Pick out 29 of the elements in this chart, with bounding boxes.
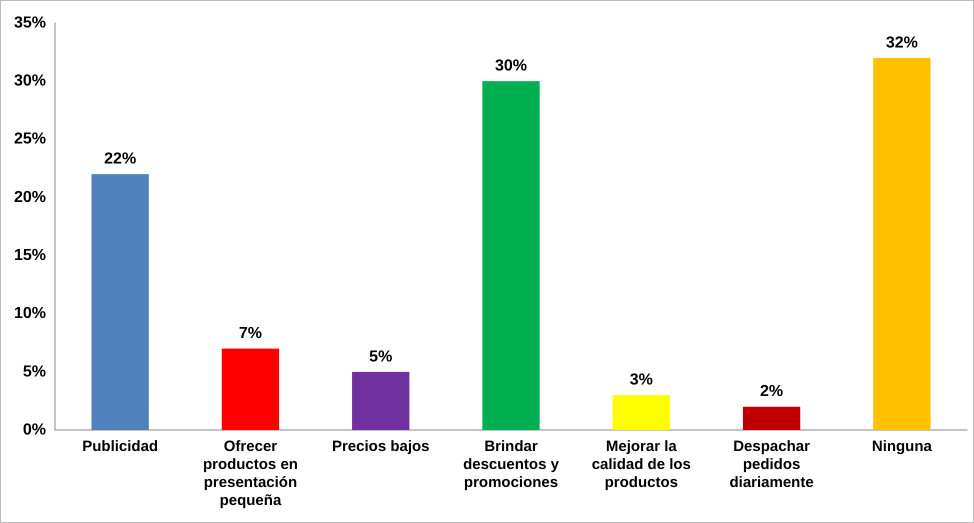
x-tick-label: Ninguna xyxy=(872,438,933,456)
bar xyxy=(482,81,540,430)
x-tick-label: Despachar pedidos diariamente xyxy=(729,438,814,492)
y-tick-label: 5% xyxy=(22,363,46,380)
y-tick-label: 10% xyxy=(14,305,46,322)
data-label: 22% xyxy=(104,150,136,168)
bar xyxy=(222,348,280,430)
bar xyxy=(873,58,931,430)
y-tick-label: 35% xyxy=(14,14,46,32)
x-tick-label: Ofrecer productos en presentación pequeña xyxy=(202,438,298,510)
bar xyxy=(352,372,410,430)
data-label: 7% xyxy=(238,325,262,342)
data-label: 3% xyxy=(630,372,653,389)
y-tick-label: 25% xyxy=(14,130,46,148)
bar xyxy=(92,174,149,430)
x-tick-label: Publicidad xyxy=(82,438,158,456)
data-label: 32% xyxy=(886,34,918,52)
y-tick-label: 20% xyxy=(14,188,46,206)
bar xyxy=(612,395,670,430)
data-label: 5% xyxy=(369,348,392,366)
data-label: 30% xyxy=(494,58,528,75)
bar xyxy=(742,406,800,430)
x-tick-label: Brindar descuentos y promociones xyxy=(463,438,560,492)
data-label: 2% xyxy=(760,383,784,400)
x-tick-label: Mejorar la calidad de los productos xyxy=(592,438,691,492)
y-tick-label: 0% xyxy=(22,421,46,438)
y-tick-label: 30% xyxy=(14,72,46,90)
x-tick-label: Precios bajos xyxy=(332,438,430,456)
y-tick-label: 15% xyxy=(14,246,46,264)
